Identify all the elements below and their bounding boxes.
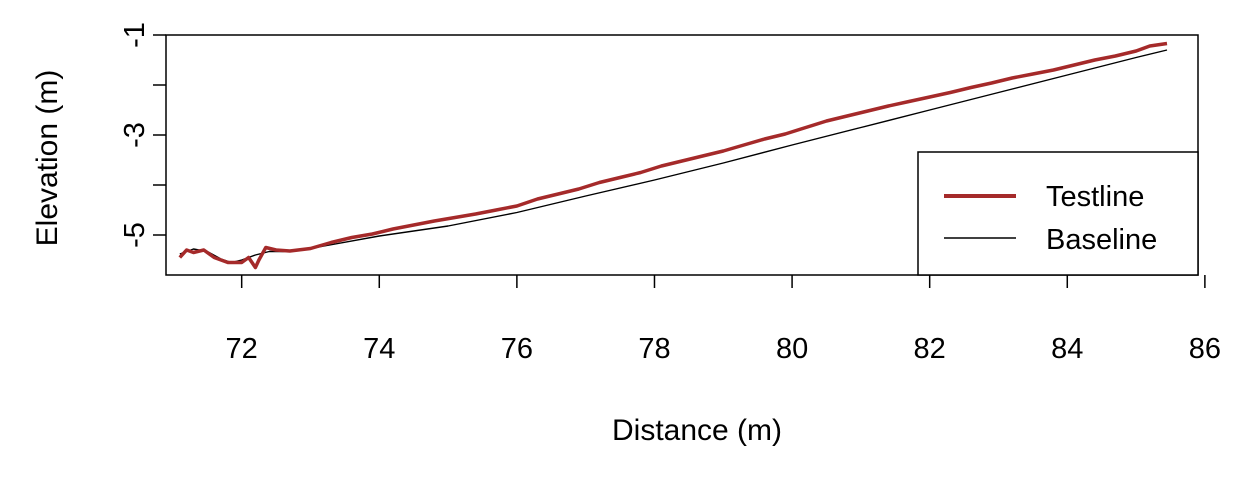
x-tick-label: 80: [776, 333, 808, 365]
series-layer: [178, 41, 1168, 270]
x-tick-label: 78: [638, 333, 670, 365]
x-tick-label: 82: [914, 333, 946, 365]
x-tick-label: 84: [1051, 333, 1083, 365]
legend-box: [917, 151, 1199, 276]
legend-label-testline: Testline: [1046, 181, 1144, 213]
y-tick-label: -3: [119, 122, 151, 148]
y-tick-label: -5: [119, 222, 151, 248]
x-tick-label: 86: [1189, 333, 1221, 365]
series-line-testline: [178, 41, 1168, 270]
x-axis: 72 74 76 78 80 82 84 86: [226, 275, 1221, 365]
y-tick-label: -1: [119, 22, 151, 48]
x-tick-label: 74: [363, 333, 395, 365]
legend-label-baseline: Baseline: [1046, 224, 1157, 256]
x-axis-title: Distance (m): [612, 414, 782, 447]
legend: Testline Baseline: [917, 151, 1199, 276]
x-tick-label: 76: [501, 333, 533, 365]
y-axis: -1 -3 -5: [119, 22, 166, 248]
y-axis-title: Elevation (m): [31, 70, 64, 247]
x-tick-label: 72: [226, 333, 258, 365]
